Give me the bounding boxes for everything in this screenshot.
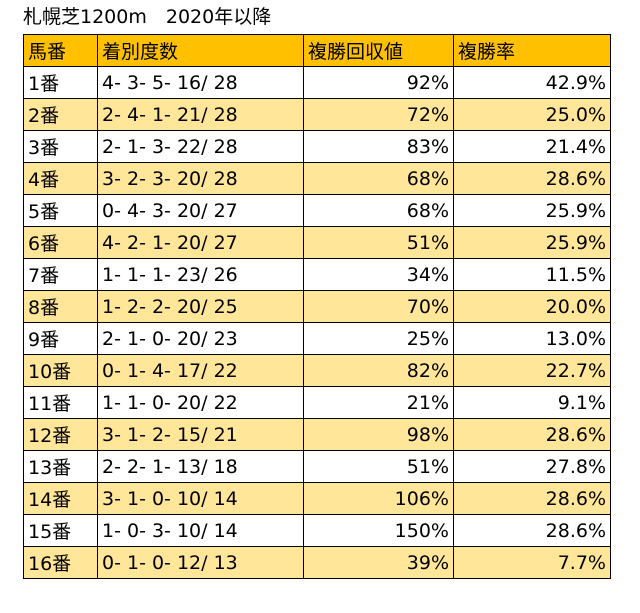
- record-cell: 2- 4- 1- 21/ 28: [97, 98, 304, 131]
- return-cell: 21%: [303, 386, 454, 419]
- header-return: 複勝回収値: [303, 34, 454, 67]
- gate-cell: 6番: [23, 226, 98, 259]
- table-row: 7番 1- 1- 1- 23/ 26 34% 11.5%: [23, 258, 611, 291]
- record-cell: 2- 1- 3- 22/ 28: [97, 130, 304, 163]
- table-row: 5番 0- 4- 3- 20/ 27 68% 25.9%: [23, 194, 611, 227]
- header-row: 馬番 着別度数 複勝回収値 複勝率: [23, 34, 611, 67]
- table-row: 3番 2- 1- 3- 22/ 28 83% 21.4%: [23, 130, 611, 163]
- header-record: 着別度数: [97, 34, 304, 67]
- rate-cell: 25.0%: [453, 98, 611, 131]
- table-row: 15番 1- 0- 3- 10/ 14 150% 28.6%: [23, 514, 611, 547]
- return-cell: 82%: [303, 354, 454, 387]
- record-cell: 1- 0- 3- 10/ 14: [97, 514, 304, 547]
- record-cell: 3- 1- 0- 10/ 14: [97, 482, 304, 515]
- return-cell: 150%: [303, 514, 454, 547]
- table-row: 2番 2- 4- 1- 21/ 28 72% 25.0%: [23, 98, 611, 131]
- return-cell: 34%: [303, 258, 454, 291]
- record-cell: 0- 1- 0- 12/ 13: [97, 546, 304, 579]
- header-rate: 複勝率: [453, 34, 611, 67]
- table-row: 12番 3- 1- 2- 15/ 21 98% 28.6%: [23, 418, 611, 451]
- gate-cell: 8番: [23, 290, 98, 323]
- record-cell: 2- 2- 1- 13/ 18: [97, 450, 304, 483]
- rate-cell: 28.6%: [453, 514, 611, 547]
- record-cell: 1- 1- 1- 23/ 26: [97, 258, 304, 291]
- record-cell: 1- 1- 0- 20/ 22: [97, 386, 304, 419]
- table-row: 9番 2- 1- 0- 20/ 23 25% 13.0%: [23, 322, 611, 355]
- gate-cell: 15番: [23, 514, 98, 547]
- table-row: 8番 1- 2- 2- 20/ 25 70% 20.0%: [23, 290, 611, 323]
- record-cell: 3- 2- 3- 20/ 28: [97, 162, 304, 195]
- gate-cell: 9番: [23, 322, 98, 355]
- rate-cell: 7.7%: [453, 546, 611, 579]
- gate-cell: 11番: [23, 386, 98, 419]
- table-row: 14番 3- 1- 0- 10/ 14 106% 28.6%: [23, 482, 611, 515]
- gate-cell: 14番: [23, 482, 98, 515]
- rate-cell: 25.9%: [453, 194, 611, 227]
- table-row: 16番 0- 1- 0- 12/ 13 39% 7.7%: [23, 546, 611, 579]
- rate-cell: 21.4%: [453, 130, 611, 163]
- return-cell: 70%: [303, 290, 454, 323]
- return-cell: 98%: [303, 418, 454, 451]
- table-row: 4番 3- 2- 3- 20/ 28 68% 28.6%: [23, 162, 611, 195]
- gate-cell: 7番: [23, 258, 98, 291]
- rate-cell: 27.8%: [453, 450, 611, 483]
- header-gate: 馬番: [23, 34, 98, 67]
- gate-cell: 16番: [23, 546, 98, 579]
- rate-cell: 22.7%: [453, 354, 611, 387]
- record-cell: 2- 1- 0- 20/ 23: [97, 322, 304, 355]
- gate-cell: 5番: [23, 194, 98, 227]
- table-row: 10番 0- 1- 4- 17/ 22 82% 22.7%: [23, 354, 611, 387]
- rate-cell: 20.0%: [453, 290, 611, 323]
- table-body: 1番 4- 3- 5- 16/ 28 92% 42.9% 2番 2- 4- 1- 21/ …: [23, 66, 611, 579]
- table-row: 6番 4- 2- 1- 20/ 27 51% 25.9%: [23, 226, 611, 259]
- record-cell: 3- 1- 2- 15/ 21: [97, 418, 304, 451]
- gate-cell: 3番: [23, 130, 98, 163]
- return-cell: 39%: [303, 546, 454, 579]
- gate-cell: 4番: [23, 162, 98, 195]
- record-cell: 1- 2- 2- 20/ 25: [97, 290, 304, 323]
- table-row: 13番 2- 2- 1- 13/ 18 51% 27.8%: [23, 450, 611, 483]
- page-title: 札幌芝1200m 2020年以降: [23, 6, 272, 28]
- return-cell: 51%: [303, 226, 454, 259]
- gate-cell: 13番: [23, 450, 98, 483]
- return-cell: 68%: [303, 162, 454, 195]
- table-row: 1番 4- 3- 5- 16/ 28 92% 42.9%: [23, 66, 611, 99]
- rate-cell: 25.9%: [453, 226, 611, 259]
- rate-cell: 28.6%: [453, 418, 611, 451]
- gate-cell: 12番: [23, 418, 98, 451]
- return-cell: 68%: [303, 194, 454, 227]
- record-cell: 0- 4- 3- 20/ 27: [97, 194, 304, 227]
- return-cell: 51%: [303, 450, 454, 483]
- return-cell: 83%: [303, 130, 454, 163]
- return-cell: 106%: [303, 482, 454, 515]
- return-cell: 25%: [303, 322, 454, 355]
- gate-cell: 2番: [23, 98, 98, 131]
- return-cell: 72%: [303, 98, 454, 131]
- record-cell: 4- 2- 1- 20/ 27: [97, 226, 304, 259]
- gate-cell: 10番: [23, 354, 98, 387]
- rate-cell: 28.6%: [453, 162, 611, 195]
- gate-cell: 1番: [23, 66, 98, 99]
- return-cell: 92%: [303, 66, 454, 99]
- table-row: 11番 1- 1- 0- 20/ 22 21% 9.1%: [23, 386, 611, 419]
- rate-cell: 11.5%: [453, 258, 611, 291]
- stats-table: 馬番 着別度数 複勝回収値 複勝率 1番 4- 3- 5- 16/ 28 92% 42…: [23, 34, 611, 579]
- rate-cell: 9.1%: [453, 386, 611, 419]
- rate-cell: 13.0%: [453, 322, 611, 355]
- record-cell: 0- 1- 4- 17/ 22: [97, 354, 304, 387]
- rate-cell: 42.9%: [453, 66, 611, 99]
- rate-cell: 28.6%: [453, 482, 611, 515]
- record-cell: 4- 3- 5- 16/ 28: [97, 66, 304, 99]
